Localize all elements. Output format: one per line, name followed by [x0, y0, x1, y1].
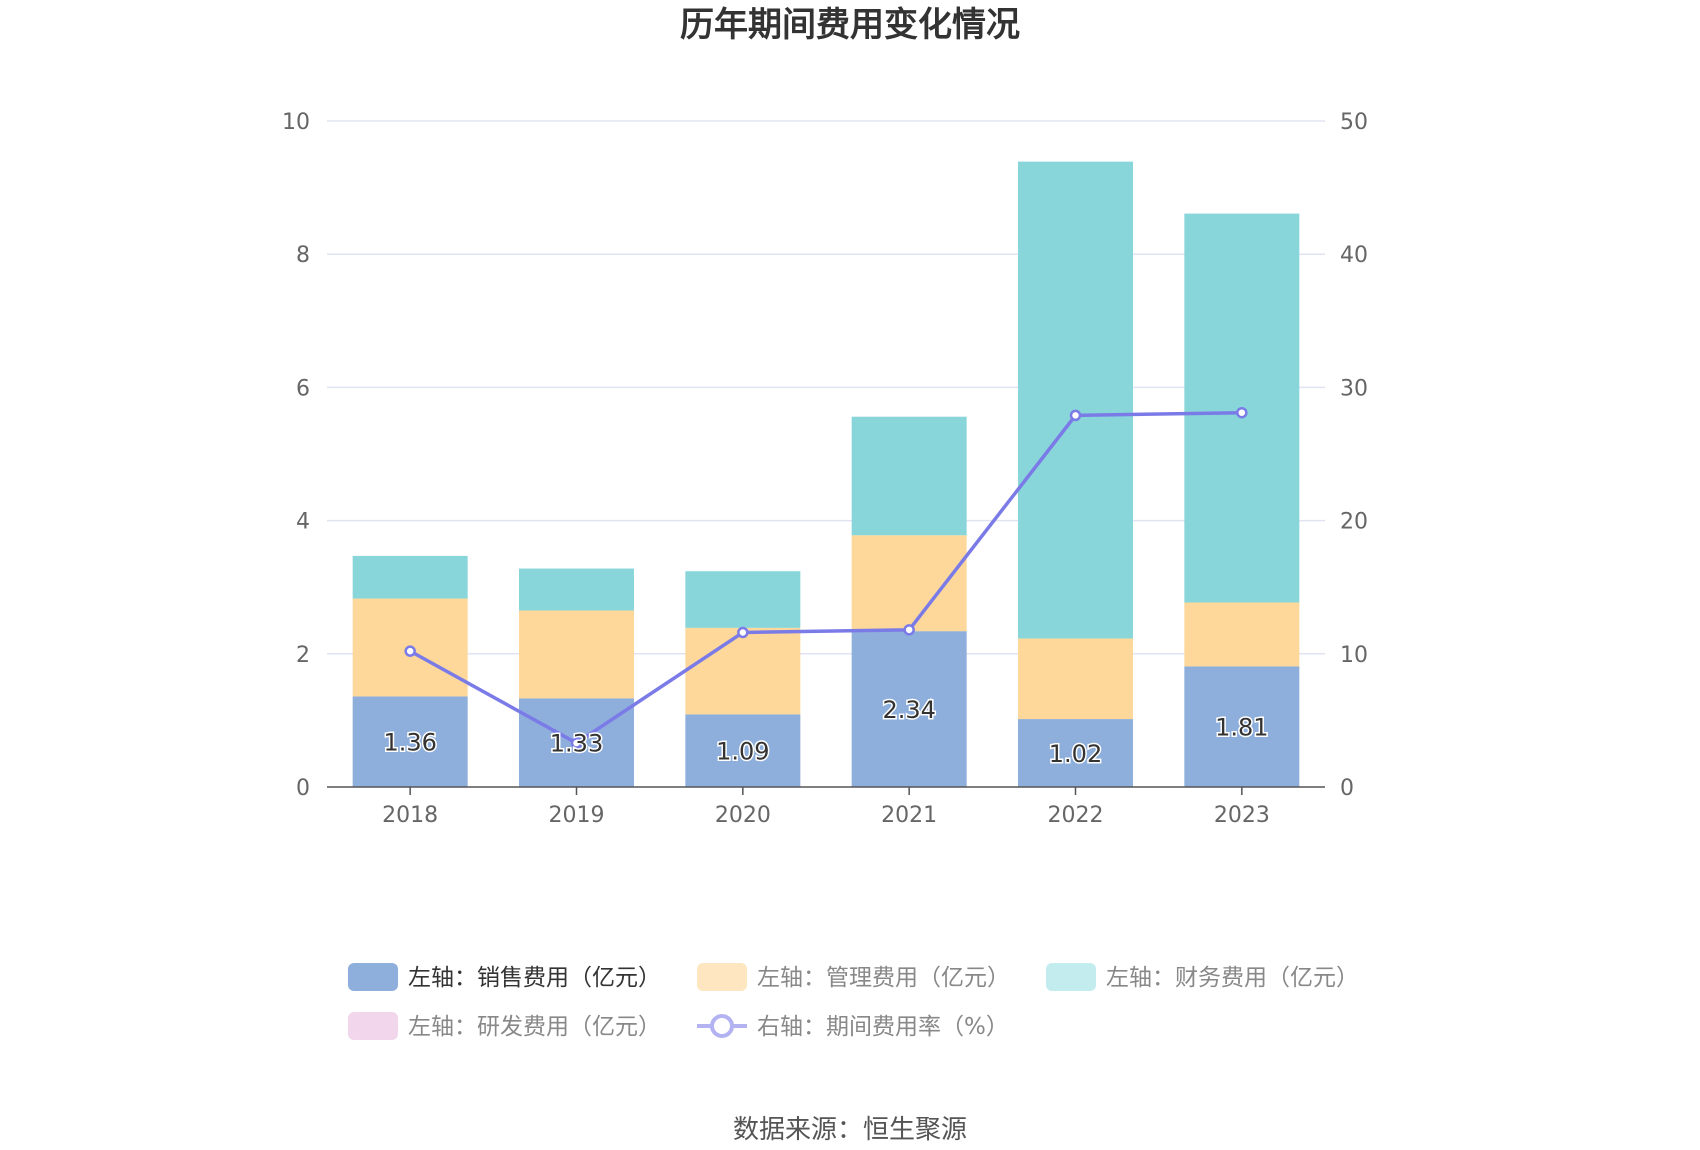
bar-segment — [851, 416, 967, 536]
y-right-tick-label: 10 — [1340, 643, 1368, 668]
y-left-tick-label: 10 — [282, 110, 310, 135]
y-right-tick-label: 20 — [1340, 510, 1368, 535]
y-left-tick-label: 8 — [296, 243, 310, 268]
line-series — [404, 406, 1248, 749]
legend-marker — [710, 1014, 734, 1038]
legend-label: 左轴：研发费用（亿元） — [408, 1014, 661, 1040]
data-labels: 1.36 1.33 1.09 2.34 1.02 1.81 — [382, 695, 1270, 770]
line-point — [1069, 409, 1082, 422]
y-right-tick-label: 0 — [1340, 776, 1354, 801]
bar-segment — [851, 631, 967, 787]
bar-data-label: 1.81 — [1215, 714, 1268, 742]
y-right-tick-label: 50 — [1340, 110, 1368, 135]
bar-segment — [685, 627, 801, 715]
source-note: 数据来源：恒生聚源 — [733, 1115, 967, 1145]
bar-data-label: 1.09 — [716, 738, 769, 766]
x-tick-label: 2022 — [1048, 803, 1104, 828]
x-tick-label: 2019 — [549, 803, 605, 828]
axes: 0 2 4 6 8 10 0 10 20 30 40 50 2018 2019 2020 2021 2022 20… — [282, 110, 1368, 828]
x-tick-label: 2020 — [715, 803, 771, 828]
y-right-tick-label: 40 — [1340, 243, 1368, 268]
legend-swatch — [348, 963, 398, 991]
legend-swatch — [1046, 963, 1096, 991]
rate-line — [409, 410, 1242, 745]
bar-data-label: 1.36 — [383, 729, 436, 757]
bar-segment — [352, 555, 468, 599]
bar-segment — [1184, 602, 1300, 667]
bar-data-label: 2.34 — [882, 696, 935, 724]
bar-data-label: 1.33 — [550, 730, 603, 758]
legend-label: 右轴：期间费用率（%） — [757, 1014, 1009, 1040]
x-tick-label: 2023 — [1214, 803, 1270, 828]
bar-segment — [685, 714, 801, 787]
line-point — [903, 624, 915, 636]
legend: 左轴：销售费用（亿元） 左轴：管理费用（亿元） 左轴：财务费用（亿元） 左轴：研发费用… — [348, 963, 1359, 1040]
y-left-tick-label: 2 — [296, 643, 310, 668]
bar-segment — [851, 535, 967, 632]
gridlines — [327, 120, 1325, 655]
line-point — [1236, 406, 1248, 419]
legend-swatch — [697, 963, 747, 991]
bar-segment — [1018, 638, 1133, 720]
bar-segment — [1018, 161, 1133, 639]
x-tick-label: 2021 — [881, 803, 937, 828]
legend-label: 左轴：财务费用（亿元） — [1106, 965, 1359, 991]
x-tick-label: 2018 — [382, 803, 438, 828]
bar-segment — [685, 571, 801, 628]
bar-segment — [1184, 666, 1300, 787]
y-left-tick-label: 4 — [296, 510, 310, 535]
line-point — [404, 645, 416, 657]
chart-title: 历年期间费用变化情况 — [680, 5, 1020, 45]
bar-segment — [519, 568, 634, 611]
line-point — [570, 737, 583, 749]
y-left-tick-label: 0 — [296, 776, 310, 801]
legend-label: 左轴：销售费用（亿元） — [408, 965, 661, 991]
bar-segment — [1018, 719, 1133, 787]
legend-swatch — [348, 1012, 398, 1040]
bar-group — [352, 161, 1300, 787]
bar-data-label: 1.02 — [1049, 740, 1102, 768]
bar-segment — [352, 696, 468, 787]
bar-segment — [519, 610, 634, 699]
y-right-tick-label: 30 — [1340, 376, 1368, 401]
y-left-tick-label: 6 — [296, 376, 310, 401]
line-point — [737, 626, 749, 639]
legend-label: 左轴：管理费用（亿元） — [757, 965, 1010, 991]
